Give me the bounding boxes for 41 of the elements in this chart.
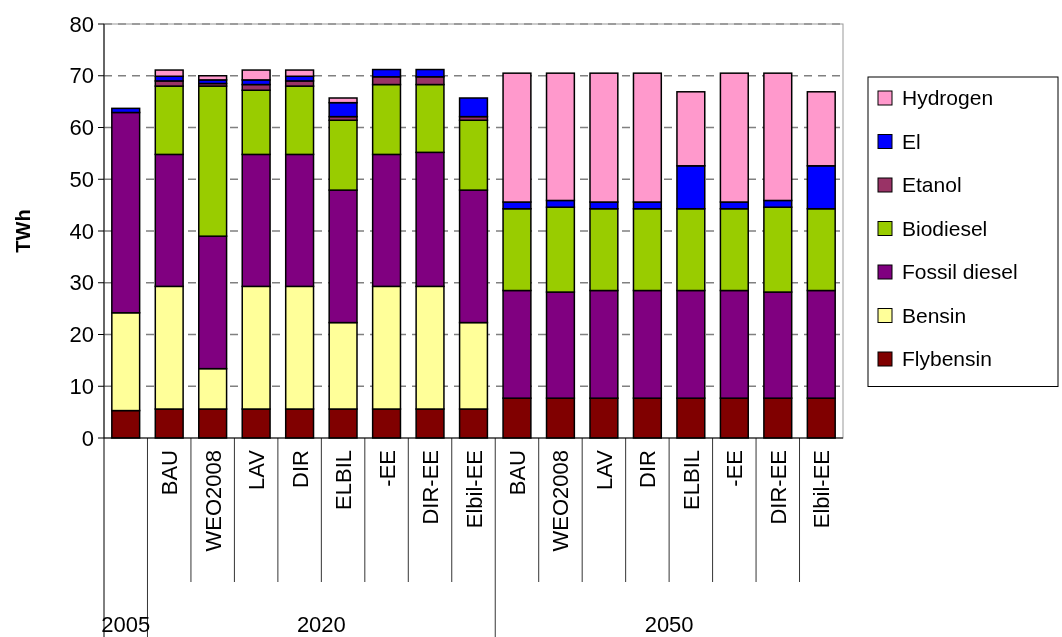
y-tick-label: 20: [69, 322, 94, 348]
x-tick-label: DIR-EE: [418, 450, 444, 525]
bar: [241, 69, 271, 81]
legend-label: Hydrogen: [902, 86, 994, 110]
y-tick-label: 40: [69, 218, 94, 244]
x-tick-label: LAV: [591, 449, 617, 490]
text: 2020: [296, 612, 346, 637]
legend-label: Flybensin: [902, 347, 992, 371]
legend-label: Fossil diesel: [902, 260, 1018, 284]
legend-label: Bensin: [902, 303, 967, 327]
x-tick-label: WEO2008: [200, 450, 226, 552]
x-tick-label: -EE: [374, 450, 400, 487]
y-tick-label: 30: [69, 270, 94, 296]
x-tick-label: DIR-EE: [765, 450, 791, 525]
bar: [458, 97, 489, 118]
bar: [328, 101, 358, 118]
x-tick-label: Elbil-EE: [461, 450, 487, 529]
legend-label: Etanol: [902, 173, 962, 197]
x-tick-label: WEO2008: [548, 450, 574, 552]
x-tick-label: DIR: [287, 450, 313, 488]
x-tick-label: BAU: [504, 450, 530, 496]
y-tick-label: 70: [69, 63, 94, 89]
bar: [154, 69, 184, 78]
x-tick-label: LAV: [244, 449, 270, 490]
bar: [284, 69, 315, 78]
x-tick-label: ELBIL: [331, 450, 357, 510]
y-tick-label: 0: [81, 425, 94, 451]
y-tick-label: 50: [69, 166, 94, 192]
legend-label: Biodiesel: [902, 216, 988, 240]
x-tick-label: Elbil-EE: [809, 450, 835, 529]
y-tick-label: 60: [69, 115, 94, 141]
legend-label: El: [902, 129, 921, 153]
y-tick-label: 10: [69, 373, 94, 399]
y-tick-label: 80: [69, 11, 94, 37]
text: 2050: [644, 612, 694, 637]
x-tick-label: DIR: [635, 450, 661, 488]
x-tick-label: ELBIL: [678, 450, 704, 510]
x-tick-label: -EE: [722, 450, 748, 487]
y-axis-title: TWh: [12, 209, 34, 253]
bar: [198, 75, 228, 81]
x-tick-label: BAU: [157, 450, 183, 496]
